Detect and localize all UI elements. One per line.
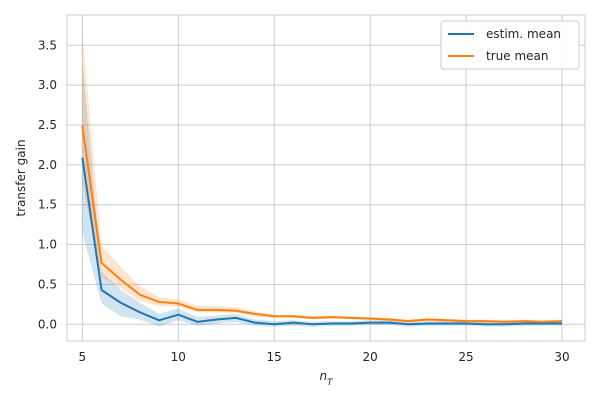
y-tick-label: 1.5	[38, 198, 57, 212]
legend-label-true-mean: true mean	[486, 49, 548, 63]
legend-label-estim-mean: estim. mean	[486, 27, 561, 41]
y-tick-label: 3.5	[38, 38, 57, 52]
series-lines	[81, 125, 563, 326]
band-estim-mean	[82, 61, 562, 327]
y-tick-label: 0.5	[38, 277, 57, 291]
y-tick-label: 2.5	[38, 118, 57, 132]
line-estim-mean	[81, 157, 562, 326]
x-axis-title-subscript: T	[327, 378, 334, 388]
x-tick-label: 10	[171, 350, 186, 364]
x-tick-label: 5	[79, 350, 87, 364]
y-axis-title: transfer gain	[14, 139, 28, 216]
legend-box	[440, 20, 580, 70]
confidence-bands	[82, 32, 562, 327]
x-tick-label: 20	[362, 350, 377, 364]
x-axis-title-main: n	[319, 369, 327, 383]
x-axis-title: nT	[319, 369, 334, 388]
line-true-mean	[81, 125, 563, 323]
y-tick-label: 1.0	[38, 238, 57, 252]
x-tick-label: 30	[554, 350, 569, 364]
x-tick-label: 25	[458, 350, 473, 364]
y-tick-labels: 0.0 0.5 1.0 1.5 2.0 2.5 3.0 3.5	[38, 38, 57, 331]
band-true-mean	[82, 32, 562, 323]
legend: estim. mean true mean	[440, 20, 580, 70]
x-tick-labels: 5 10 15 20 25 30	[79, 350, 570, 364]
y-tick-label: 3.0	[38, 78, 57, 92]
y-tick-label: 2.0	[38, 158, 57, 172]
x-tick-label: 15	[267, 350, 282, 364]
y-tick-label: 0.0	[38, 317, 57, 331]
plot-frame	[66, 14, 586, 342]
